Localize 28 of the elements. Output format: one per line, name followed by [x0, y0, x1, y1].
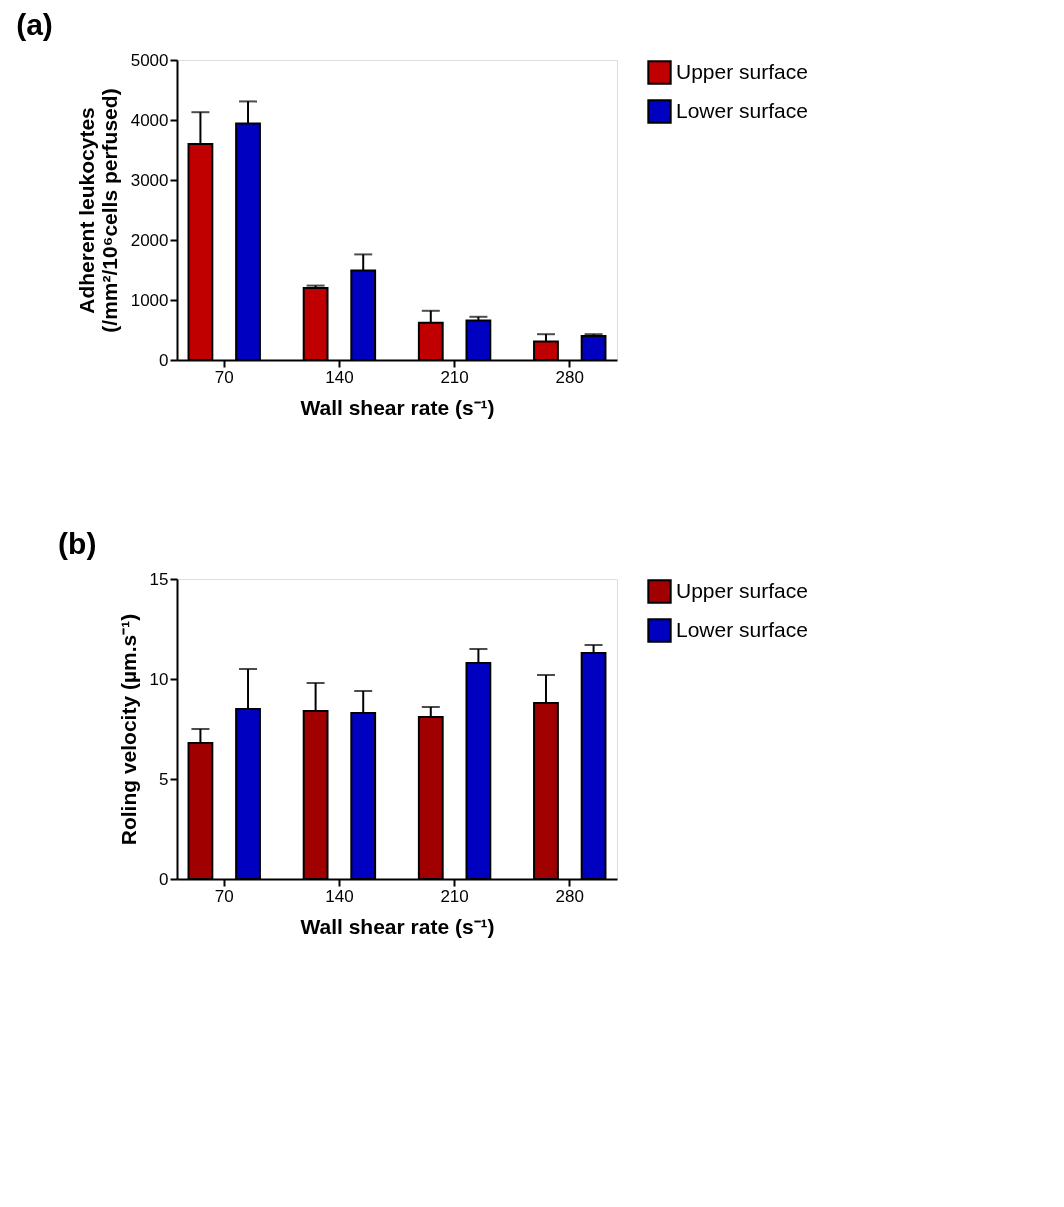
x-tick-label: 70 [214, 886, 234, 906]
y-tick-label: 1000 [130, 290, 169, 310]
x-tick-label: 280 [555, 886, 584, 906]
chart-title: (a) [16, 8, 53, 41]
y-axis-title: Adherent leukocytes (/mm²/10⁶cells perfused) [74, 88, 121, 333]
y-tick-label: 0 [159, 869, 169, 889]
x-tick-label: 70 [214, 367, 234, 387]
x-tick-label: 140 [325, 886, 354, 906]
legend-label: Upper surface [676, 59, 808, 83]
x-tick-label: 140 [325, 367, 354, 387]
x-tick-label: 210 [440, 886, 469, 906]
legend-label: Lower surface [676, 617, 808, 641]
y-tick-label: 5 [159, 769, 169, 789]
legend-label: Lower surface [676, 98, 808, 122]
y-tick-label: 5000 [130, 50, 169, 70]
y-tick-label: 2000 [130, 230, 169, 250]
y-tick-label: 0 [159, 350, 169, 370]
y-axis-title: Roling velocity (µm.s⁻¹) [116, 613, 140, 846]
y-tick-label: 4000 [130, 110, 169, 130]
x-tick-label: 280 [555, 367, 584, 387]
x-axis-title: Wall shear rate (s⁻¹) [300, 395, 495, 419]
y-tick-label: 15 [149, 569, 169, 589]
x-axis-title: Wall shear rate (s⁻¹) [300, 914, 495, 938]
y-tick-label: 3000 [130, 170, 169, 190]
x-tick-label: 210 [440, 367, 469, 387]
y-tick-label: 10 [149, 669, 169, 689]
chart-title: (b) [58, 527, 97, 560]
legend-label: Upper surface [676, 578, 808, 602]
